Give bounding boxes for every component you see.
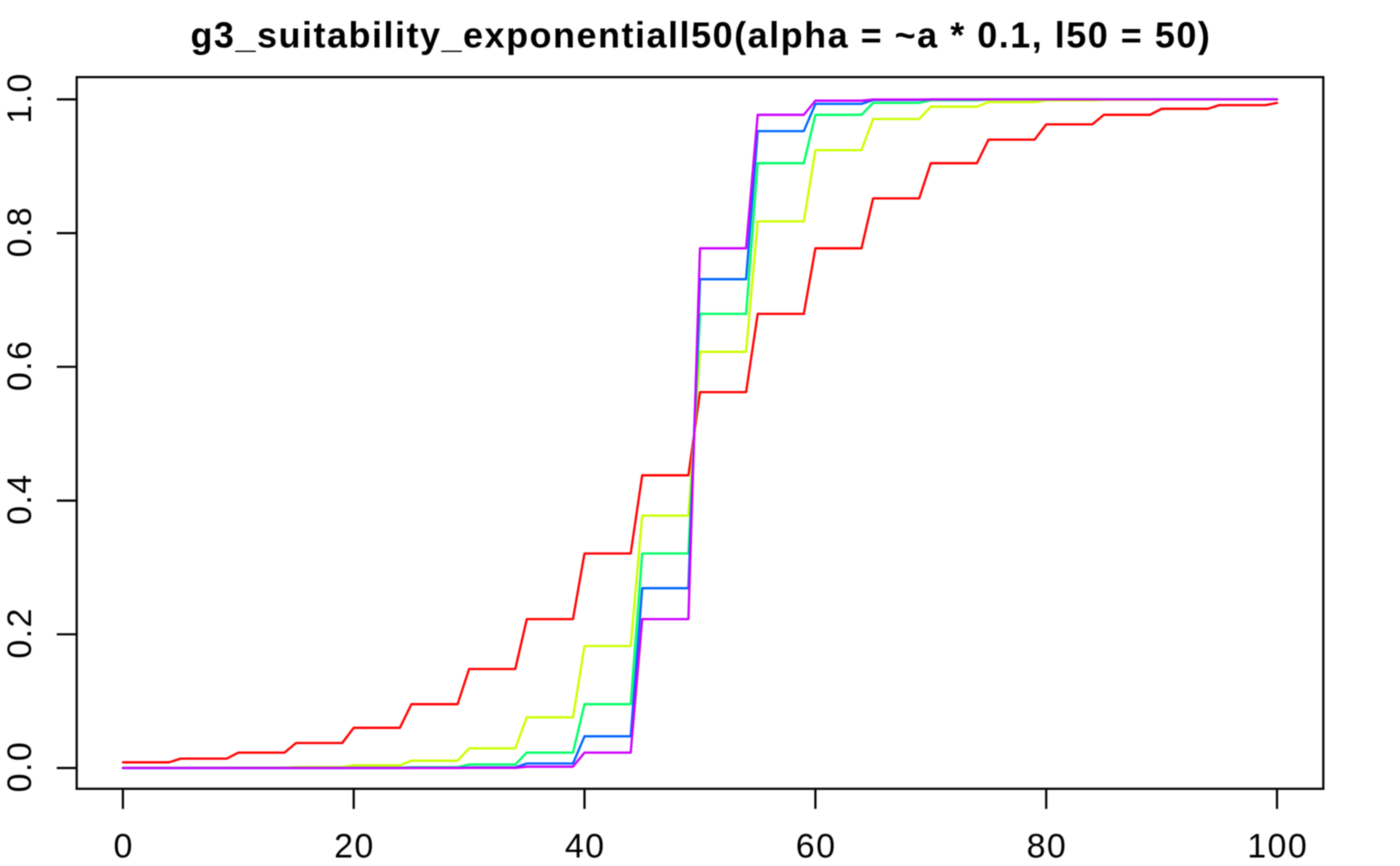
svg-text:80: 80 (1027, 828, 1068, 866)
svg-text:0.6: 0.6 (1, 340, 39, 391)
svg-text:g3_suitability_exponentiall50(: g3_suitability_exponentiall50(alpha = ~a… (190, 15, 1211, 56)
svg-text:40: 40 (565, 828, 606, 866)
svg-text:60: 60 (796, 828, 837, 866)
svg-text:0: 0 (113, 828, 133, 866)
svg-text:0.4: 0.4 (1, 473, 39, 524)
svg-text:0.0: 0.0 (1, 741, 39, 792)
svg-text:0.2: 0.2 (1, 607, 39, 658)
svg-text:0.8: 0.8 (1, 206, 39, 257)
svg-text:1.0: 1.0 (1, 72, 39, 123)
svg-text:20: 20 (334, 828, 375, 866)
svg-text:100: 100 (1247, 828, 1308, 866)
